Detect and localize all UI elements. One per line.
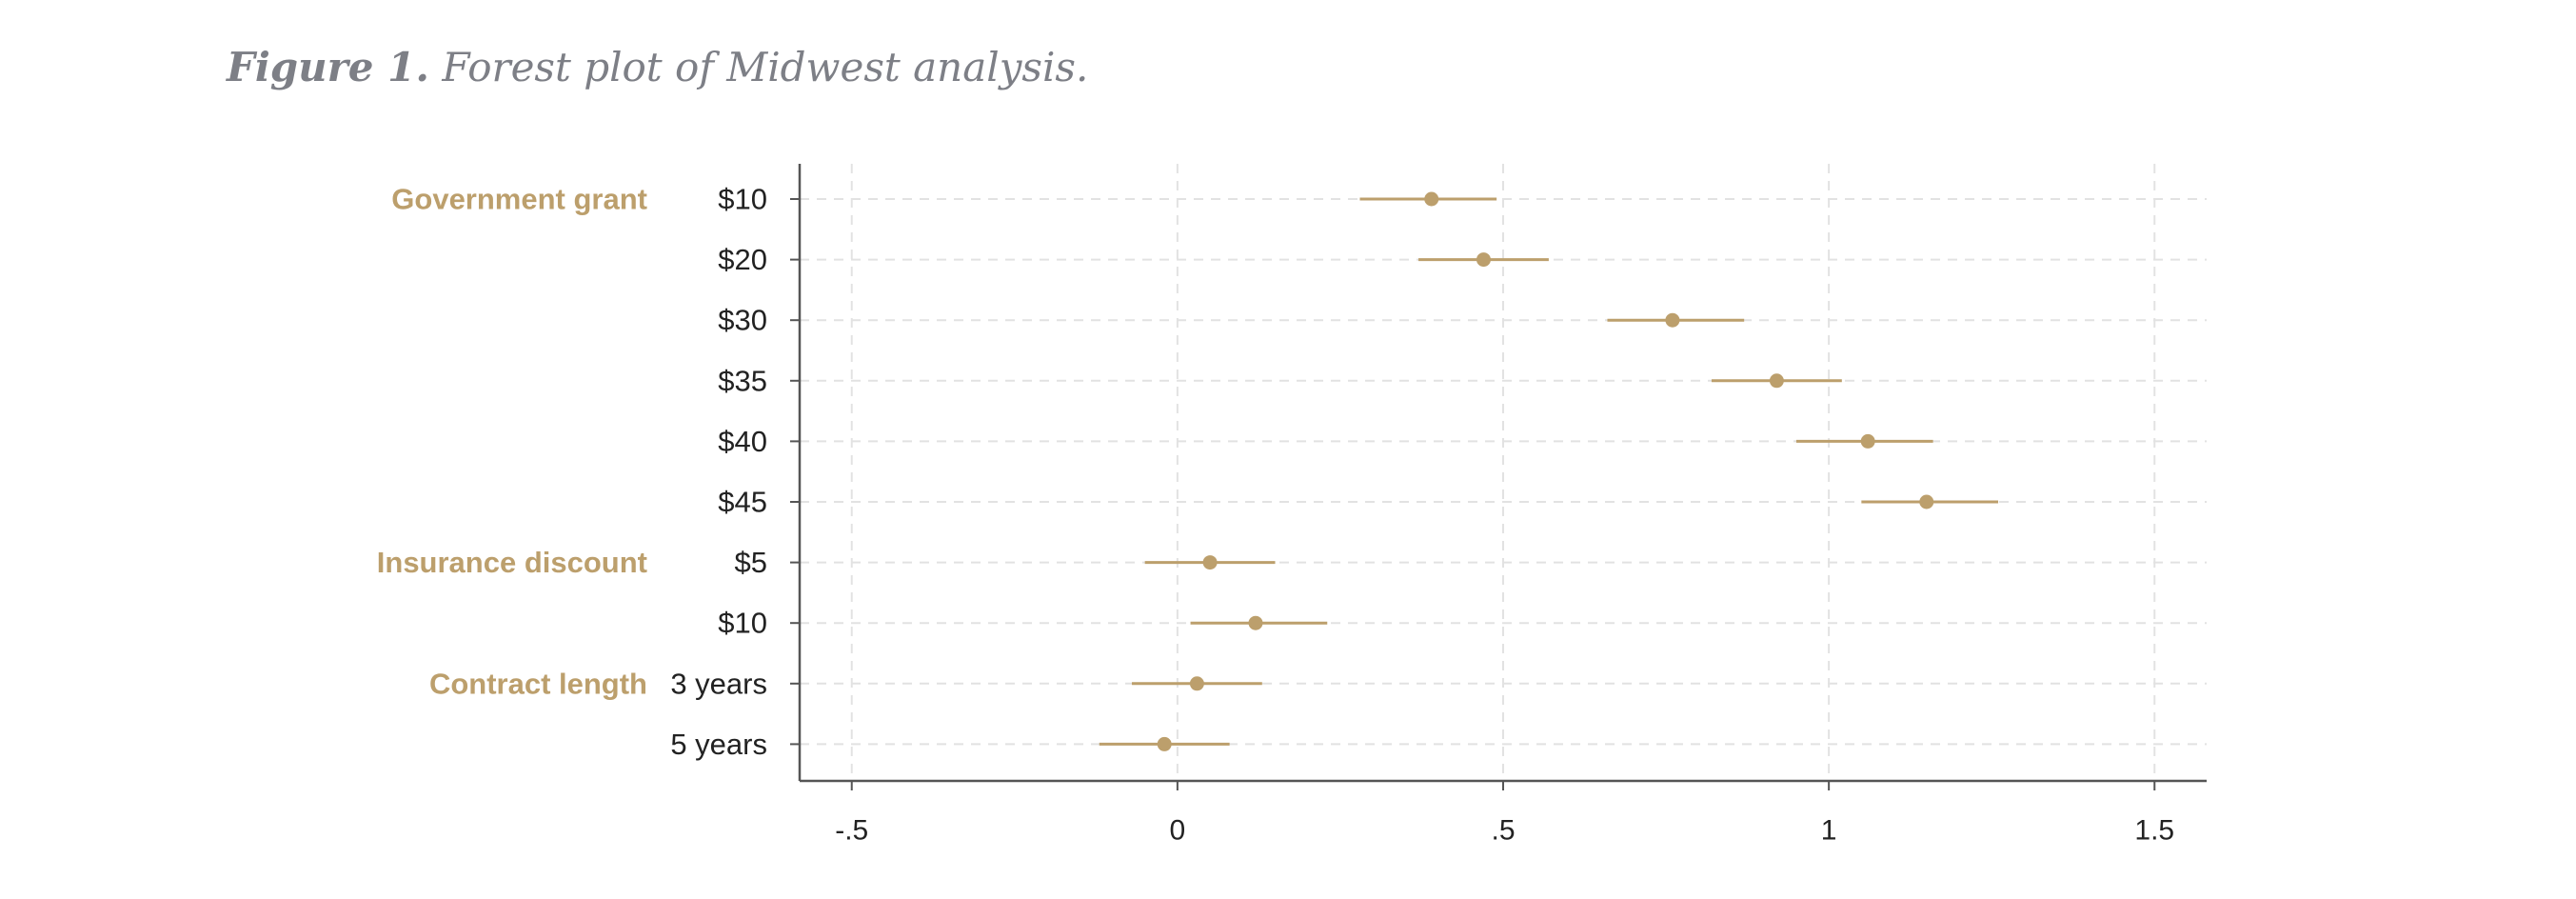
x-tick-label: -.5 (835, 815, 868, 847)
level-label: $30 (718, 304, 767, 337)
x-tick-label: .5 (1491, 815, 1515, 847)
figure-title: Forest plot of Midwest analysis. (442, 44, 1089, 90)
level-label: $10 (718, 607, 767, 640)
estimate-point (1860, 433, 1875, 449)
axes: -.5 0 .5 1 1.5 (790, 164, 2207, 847)
level-label: 3 years (670, 667, 767, 700)
figure-caption: Figure 1. Forest plot of Midwest analysi… (227, 44, 1088, 90)
estimate-point (1202, 555, 1218, 570)
grid (800, 164, 2207, 781)
estimate-point (1476, 252, 1491, 268)
group-label: Contract length (429, 667, 647, 700)
x-tick-label: 1.5 (2134, 815, 2174, 847)
confidence-intervals (1099, 197, 1999, 746)
figure-label: Figure 1. (227, 44, 429, 90)
estimate-point (1248, 615, 1263, 630)
x-tick-label: 0 (1170, 815, 1186, 847)
estimate-point (1157, 736, 1172, 751)
estimate-point (1919, 494, 1934, 509)
group-label: Insurance discount (377, 546, 647, 579)
estimate-point (1189, 676, 1204, 691)
estimate-point (1424, 191, 1439, 207)
level-label: $5 (735, 546, 767, 579)
point-estimates (1157, 191, 1934, 751)
level-label: $45 (718, 486, 767, 519)
level-label: $10 (718, 183, 767, 216)
row-labels: $10 Government grant $20 $30 $35 $40 $45 $5 Insu… (377, 183, 767, 761)
group-label: Government grant (391, 183, 647, 216)
estimate-point (1769, 373, 1784, 389)
estimate-point (1665, 312, 1680, 328)
level-label: $40 (718, 425, 767, 458)
level-label: $20 (718, 243, 767, 276)
level-label: $35 (718, 364, 767, 397)
level-label: 5 years (670, 728, 767, 761)
x-tick-label: 1 (1821, 815, 1837, 847)
